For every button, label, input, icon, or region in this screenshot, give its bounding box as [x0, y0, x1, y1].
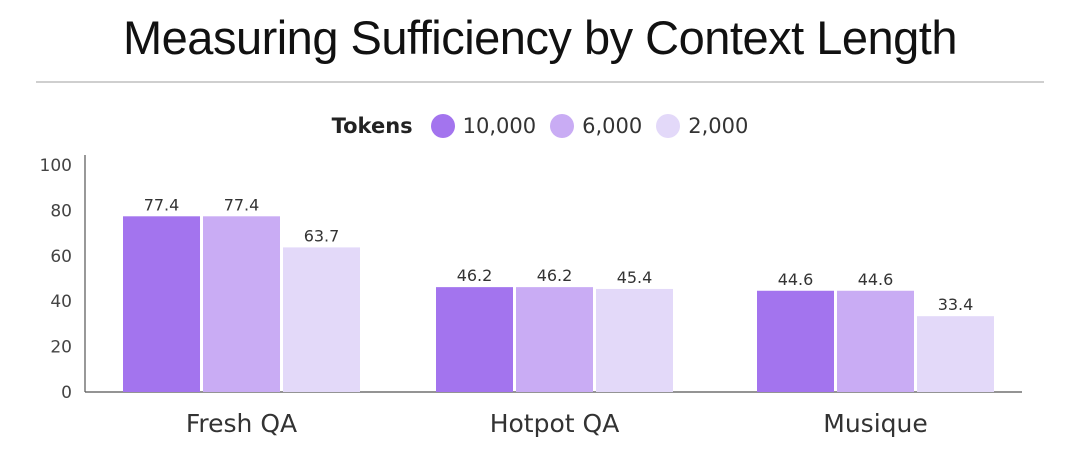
bar-value-label: 45.4: [617, 268, 653, 287]
bar-musique-10000: [757, 290, 834, 392]
bar-value-label: 63.7: [304, 226, 340, 245]
legend-label-10000: 10,000: [462, 114, 537, 138]
title-divider: [36, 81, 1044, 83]
bar-value-label: 77.4: [144, 195, 180, 214]
x-category-label-fresh-qa: Fresh QA: [186, 409, 297, 438]
bar-musique-2000: [917, 316, 994, 392]
bar-musique-6000: [837, 290, 914, 392]
y-tick-label-60: 60: [50, 247, 72, 267]
bar-hotpot-qa-2000: [596, 288, 673, 392]
legend-label-2000: 2,000: [688, 114, 749, 138]
y-tick-label-0: 0: [61, 383, 72, 403]
bar-value-label: 44.6: [778, 270, 814, 289]
legend-swatch-6000: [550, 114, 575, 138]
bar-value-label: 44.6: [858, 270, 894, 289]
legend-swatch-2000: [656, 114, 681, 138]
bar-fresh-qa-6000: [203, 216, 280, 392]
chart-title: Measuring Sufficiency by Context Length: [123, 11, 957, 64]
bar-value-label: 46.2: [457, 266, 493, 285]
bar-hotpot-qa-10000: [436, 287, 513, 392]
bar-value-label: 77.4: [224, 195, 260, 214]
bar-value-label: 33.4: [938, 295, 974, 314]
legend-title: Tokens: [331, 114, 413, 138]
bar-value-label: 46.2: [537, 266, 573, 285]
y-tick-label-100: 100: [40, 156, 72, 176]
legend-item-6000: 6,000: [550, 114, 642, 138]
y-tick-label-20: 20: [50, 338, 72, 358]
legend-label-6000: 6,000: [582, 114, 643, 138]
x-category-label-hotpot-qa: Hotpot QA: [490, 409, 620, 438]
legend: Tokens 10,000 6,000 2,000: [0, 108, 1080, 144]
y-tick-label-80: 80: [50, 201, 72, 221]
bar-fresh-qa-10000: [123, 216, 200, 392]
y-tick-label-40: 40: [50, 292, 72, 312]
bar-fresh-qa-2000: [283, 247, 360, 392]
legend-item-2000: 2,000: [656, 114, 748, 138]
x-category-label-musique: Musique: [823, 409, 927, 438]
legend-swatch-10000: [430, 114, 455, 138]
bar-hotpot-qa-6000: [516, 287, 593, 392]
legend-item-10000: 10,000: [430, 114, 537, 138]
